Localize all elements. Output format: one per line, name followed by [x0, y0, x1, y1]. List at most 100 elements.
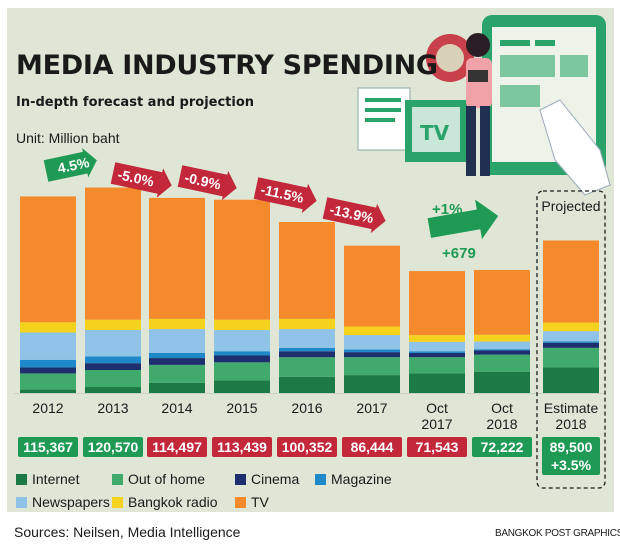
- bar-magazine-3: [214, 351, 270, 356]
- unit-label: Unit: Million baht: [16, 130, 120, 146]
- total-badge: [542, 437, 600, 475]
- chart-subtitle: In-depth forecast and projection: [16, 95, 255, 110]
- bar-tv-0: [20, 196, 76, 323]
- graphics-credit: BANGKOK POST GRAPHICS: [495, 528, 620, 539]
- x-tick-label: 2012: [32, 400, 63, 416]
- bar-out-of-home-7: [474, 354, 530, 372]
- total-badge: [83, 437, 143, 457]
- total-badge: [407, 437, 467, 457]
- legend-cinema: Cinema: [235, 471, 299, 487]
- total-value-label: 100,352: [282, 439, 333, 455]
- svg-text:TV: TV: [420, 121, 450, 145]
- x-tick-label: 2013: [97, 400, 128, 416]
- total-badge: [342, 437, 402, 457]
- legend-label-newspapers: Newspapers: [32, 494, 110, 510]
- bar-tv-5: [344, 245, 400, 327]
- bar-magazine-1: [85, 356, 141, 364]
- bar-out-of-home-6: [409, 357, 465, 374]
- legend-swatch-cinema: [235, 473, 246, 485]
- change-arrow: [110, 162, 172, 198]
- bar-cinema-0: [20, 367, 76, 374]
- bar-tv-2: [149, 197, 205, 319]
- bar-bangkok-radio-2: [149, 318, 205, 330]
- change-label: -0.9%: [183, 169, 223, 192]
- bar-magazine-5: [344, 349, 400, 353]
- legend-internet: Internet: [16, 471, 79, 487]
- bar-tv-6: [409, 271, 465, 336]
- bar-bangkok-radio-8: [543, 322, 599, 332]
- change-arrow: [43, 148, 97, 182]
- x-tick-label: 2015: [226, 400, 257, 416]
- bar-bangkok-radio-3: [214, 319, 270, 330]
- bar-newspapers-0: [20, 332, 76, 360]
- legend-label-internet: Internet: [32, 471, 80, 487]
- growth-arrow: [427, 199, 499, 240]
- legend-tv: TV: [235, 494, 269, 510]
- bar-magazine-7: [474, 349, 530, 351]
- bar-tv-4: [279, 222, 335, 319]
- change-arrow: [177, 165, 237, 201]
- legend-newspapers: Newspapers: [16, 494, 110, 510]
- total-value-label: 113,439: [217, 439, 267, 455]
- x-tick-label: 2014: [161, 400, 192, 416]
- bar-tv-3: [214, 199, 270, 320]
- bar-magazine-4: [279, 347, 335, 352]
- bar-tv-7: [474, 269, 530, 335]
- legend-label-cinema: Cinema: [251, 471, 300, 487]
- bar-cinema-5: [344, 352, 400, 358]
- bar-internet-6: [409, 373, 465, 393]
- total-value-label: 89,500: [550, 439, 593, 455]
- bar-out-of-home-0: [20, 373, 76, 390]
- total-value-label: 115,367: [23, 439, 73, 455]
- bar-newspapers-6: [409, 341, 465, 352]
- person-illustration: [466, 33, 490, 57]
- change-label-absolute: +679: [442, 245, 476, 262]
- total-badge: [147, 437, 207, 457]
- bar-magazine-0: [20, 359, 76, 368]
- total-value-label: 114,497: [152, 439, 202, 455]
- bar-out-of-home-2: [149, 364, 205, 383]
- legend-label-bangkok-radio: Bangkok radio: [128, 494, 218, 510]
- bar-newspapers-1: [85, 329, 141, 357]
- bar-newspapers-5: [344, 335, 400, 350]
- bar-bangkok-radio-7: [474, 334, 530, 342]
- bar-newspapers-3: [214, 329, 270, 352]
- change-label-percent: +1%: [432, 201, 462, 218]
- bar-internet-4: [279, 376, 335, 393]
- total-value-label: 120,570: [88, 439, 139, 455]
- total-badge: [277, 437, 337, 457]
- change-arrow: [322, 197, 386, 234]
- projected-box: [536, 190, 606, 489]
- bar-cinema-2: [149, 358, 205, 365]
- bar-internet-0: [20, 389, 76, 393]
- bar-cinema-1: [85, 363, 141, 370]
- bar-cinema-6: [409, 352, 465, 358]
- legend-swatch-newspapers: [16, 496, 27, 508]
- growth-arrow-group: [427, 199, 499, 240]
- x-tick-label: Estimate 2018: [544, 400, 599, 432]
- bar-magazine-2: [149, 352, 205, 359]
- legend-swatch-bangkok-radio: [112, 496, 123, 508]
- bar-bangkok-radio-5: [344, 326, 400, 336]
- change-arrow-group: -0.9%: [177, 165, 237, 201]
- bar-internet-5: [344, 375, 400, 393]
- bar-bangkok-radio-4: [279, 318, 335, 330]
- bar-newspapers-7: [474, 341, 530, 350]
- legend-swatch-tv: [235, 496, 246, 508]
- legend-label-magazine: Magazine: [331, 471, 392, 487]
- bar-out-of-home-5: [344, 357, 400, 376]
- projected-label: Projected: [541, 198, 600, 214]
- total-value-label: 86,444: [351, 439, 394, 455]
- total-value-label: 72,222: [481, 439, 524, 455]
- legend-out-of-home: Out of home: [112, 471, 205, 487]
- bar-cinema-3: [214, 355, 270, 363]
- sources-note: Sources: Neilsen, Media Intelligence: [14, 524, 241, 540]
- bar-newspapers-4: [279, 329, 335, 348]
- bar-out-of-home-4: [279, 357, 335, 377]
- legend-swatch-magazine: [315, 473, 326, 485]
- bar-internet-7: [474, 371, 530, 393]
- bar-magazine-8: [543, 341, 599, 343]
- bar-cinema-4: [279, 351, 335, 358]
- x-tick-label: 2017: [356, 400, 387, 416]
- x-tick-label: Oct 2017: [421, 400, 452, 432]
